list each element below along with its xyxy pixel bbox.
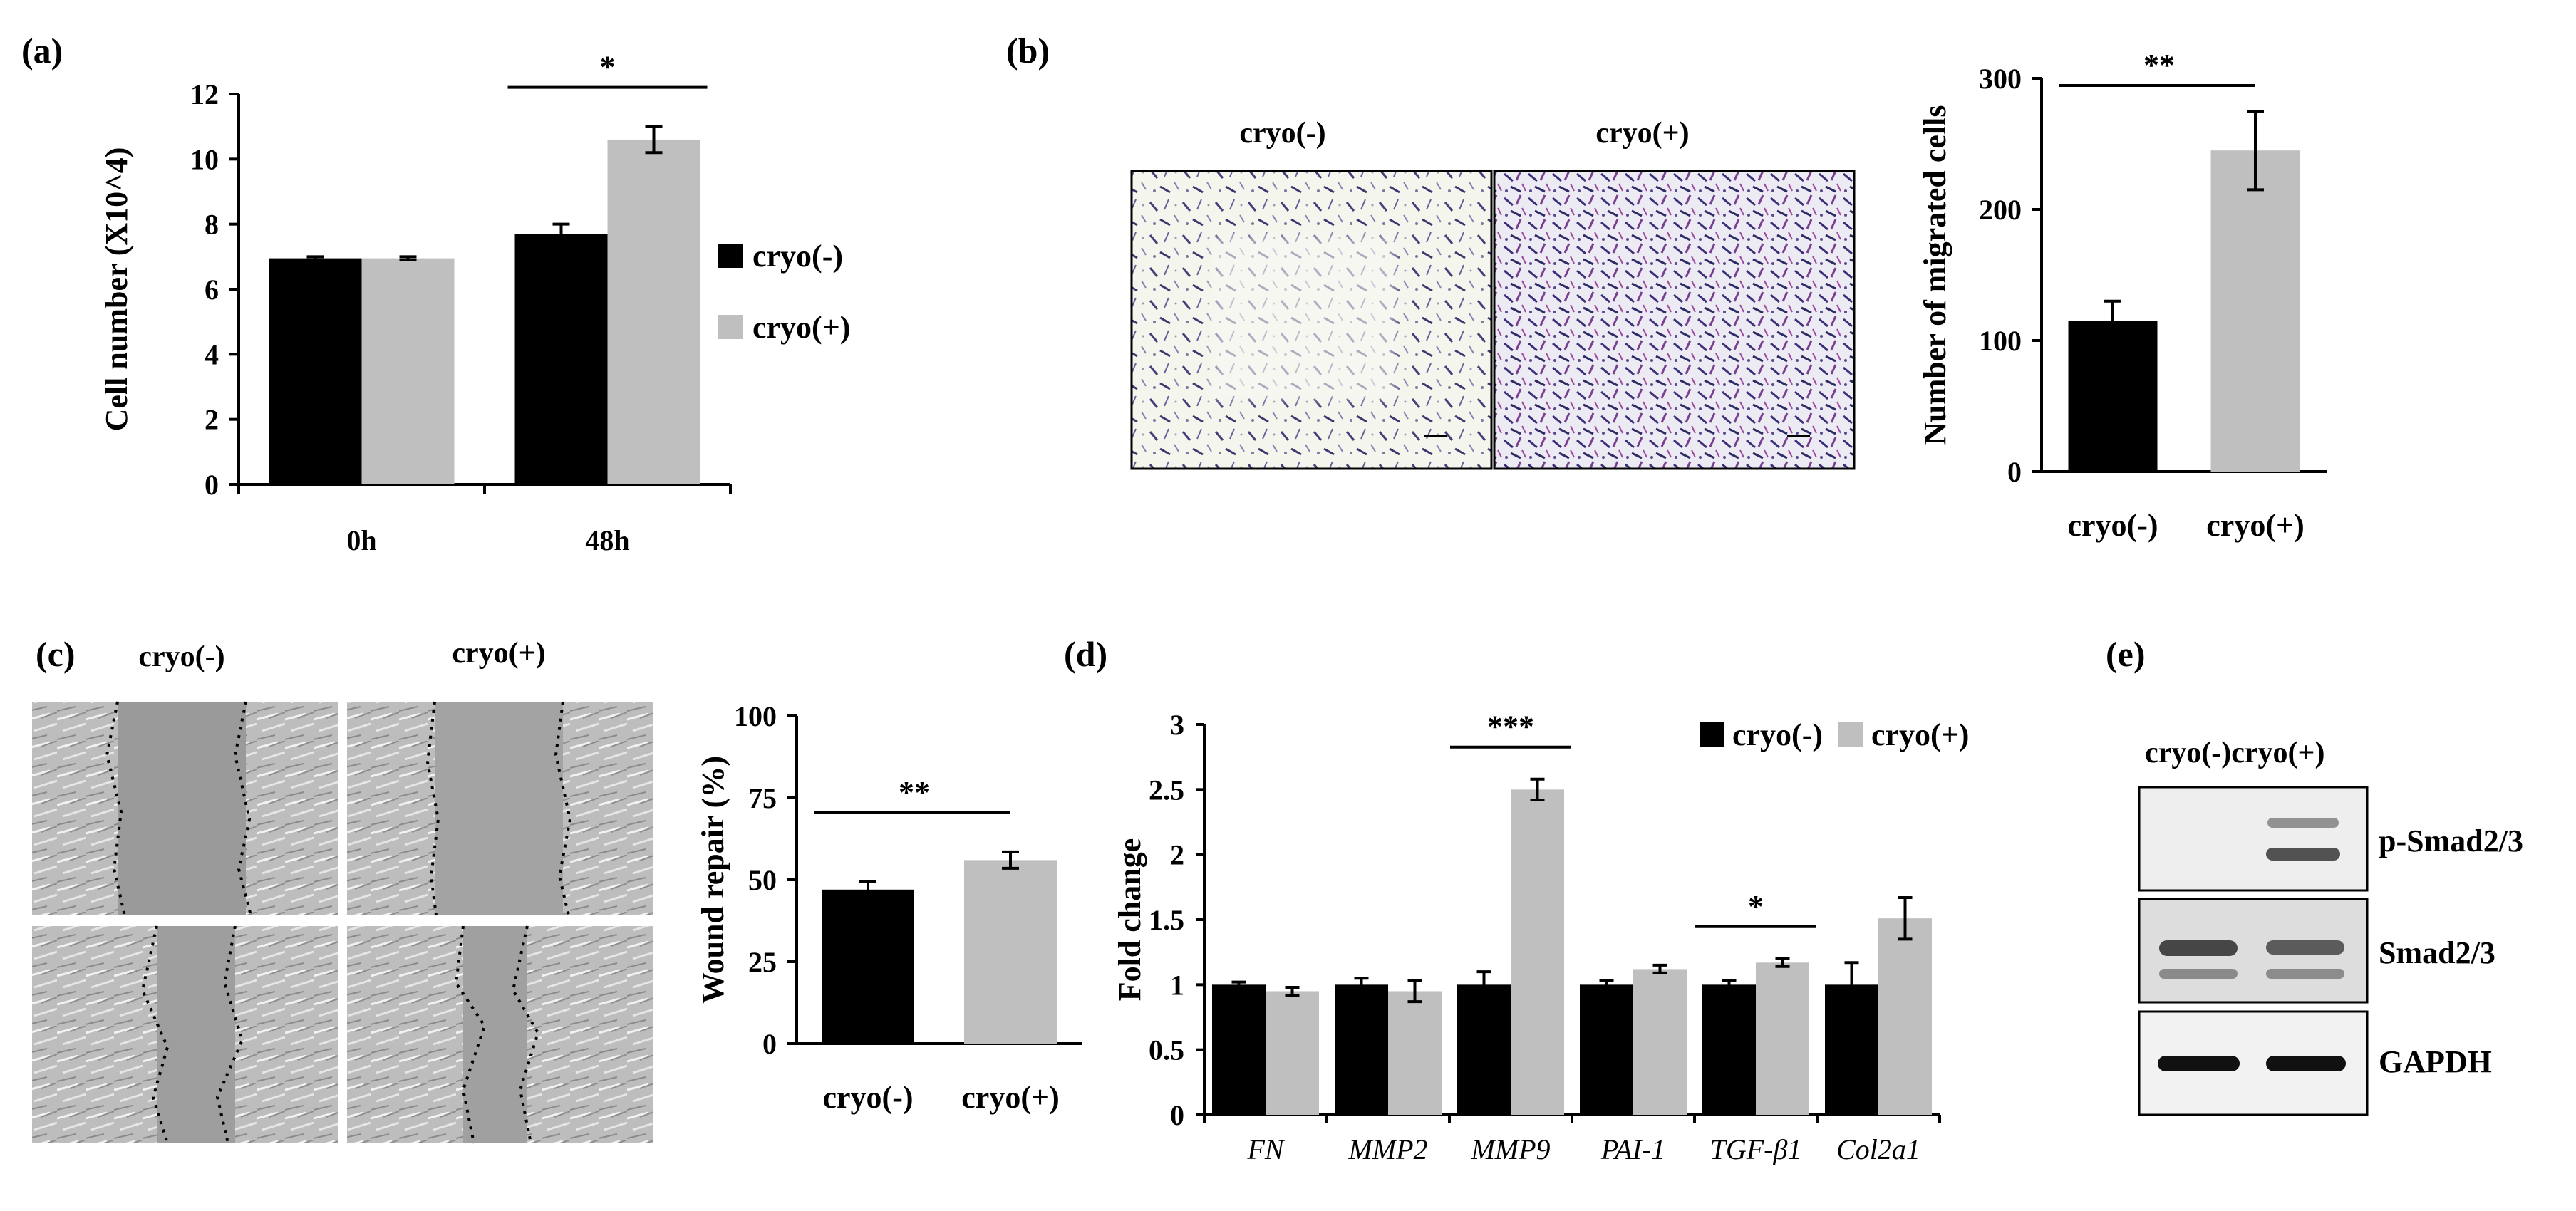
cell-number-chart: 0 2 4 6 8 10 12 Cell number (X10^4) 0h 48h * cryo(-… <box>99 50 850 556</box>
fold-change-chart: 0 0.5 1 1.5 2 2.5 3 Fold change FN MMP2 MMP9 *** PAI… <box>1112 709 1969 1165</box>
d-bar-cryo-pai-1 <box>1633 969 1687 1115</box>
d-y-tick-label: 1.5 <box>1149 904 1184 936</box>
d-y-tick-label: 0.5 <box>1149 1034 1184 1066</box>
c-y-axis-title: Wound repair (%) <box>695 756 730 1004</box>
d-bar-cryo-pai-1 <box>1580 984 1633 1115</box>
d-y-tick-label: 0 <box>1170 1099 1184 1131</box>
image-label-cryo-plus-c: cryo(+) <box>452 637 545 670</box>
band-label-smad: Smad2/3 <box>2379 935 2495 970</box>
d-x-tick-label-col2a1: Col2a1 <box>1836 1133 1920 1165</box>
d-bar-cryo-mmp2 <box>1388 991 1442 1115</box>
b-significance-label: ** <box>2143 48 2175 83</box>
legend-label-cryo: cryo(-) <box>1732 717 1823 752</box>
western-blot-smad <box>2138 898 2369 1004</box>
d-x-tick-label-fn: FN <box>1246 1133 1285 1165</box>
panel-label-c: (c) <box>36 634 76 674</box>
d-bar-cryo-fn <box>1212 984 1266 1115</box>
transwell-image-cryo-plus <box>1493 170 1856 470</box>
a-y-tick-label: 0 <box>205 469 219 501</box>
band-label-gapdh: GAPDH <box>2379 1044 2492 1079</box>
c-y-tick-label: 25 <box>748 946 777 978</box>
image-label-cryo-minus-c: cryo(-) <box>138 640 224 673</box>
b-x-tick-label-cryo: cryo(+) <box>2206 508 2304 543</box>
panel-label-e: (e) <box>2106 634 2146 674</box>
b-y-tick-label: 300 <box>1979 63 2022 95</box>
a-bar-cryo-48h <box>607 139 700 484</box>
panel-label-d: (d) <box>1064 634 1107 674</box>
a-significance-label: * <box>600 50 616 85</box>
d-y-tick-label: 3 <box>1170 709 1184 741</box>
a-bar-cryo-0h <box>361 258 455 484</box>
legend-swatch-cryo <box>718 244 743 268</box>
b-y-tick-label: 0 <box>2007 456 2022 488</box>
c-significance-label: ** <box>899 775 930 810</box>
c-x-tick-label-cryo: cryo(+) <box>961 1080 1059 1115</box>
c-y-tick-label: 100 <box>734 700 777 732</box>
a-y-tick-label: 2 <box>205 404 219 436</box>
d-y-tick-label: 2.5 <box>1149 774 1184 806</box>
legend-label-cryo: cryo(-) <box>752 239 843 274</box>
a-bar-cryo-0h <box>269 258 362 484</box>
b-y-tick-label: 200 <box>1979 194 2022 226</box>
panel-label-b: (b) <box>1006 31 1050 71</box>
wound-image-cryo-plus-0h <box>347 701 653 916</box>
d-bar-cryo-mmp9 <box>1457 984 1511 1115</box>
d-y-tick-label: 2 <box>1170 839 1184 871</box>
a-y-tick-label: 8 <box>205 209 219 241</box>
b-y-axis-title: Number of migrated cells <box>1918 105 1952 445</box>
legend-label-cryo: cryo(+) <box>1871 717 1969 752</box>
a-y-tick-label: 6 <box>205 274 219 306</box>
wound-image-cryo-minus-0h <box>32 701 338 916</box>
a-y-tick-label: 10 <box>190 143 219 175</box>
c-x-tick-label-cryo: cryo(-) <box>822 1080 913 1115</box>
c-y-tick-label: 50 <box>748 864 777 896</box>
legend-label-cryo: cryo(+) <box>752 310 850 345</box>
b-bar-cryo <box>2068 321 2158 472</box>
b-bar-cryo <box>2210 150 2300 472</box>
b-y-tick-label: 100 <box>1979 325 2022 357</box>
d-significance-label: *** <box>1487 710 1534 744</box>
d-x-tick-label-pai-1: PAI-1 <box>1600 1133 1665 1165</box>
a-y-axis-title: Cell number (X10^4) <box>99 147 134 432</box>
migrated-cells-chart: 0 100 200 300 Number of migrated cells cryo(-… <box>1918 48 2327 543</box>
wound-image-cryo-minus-48h <box>32 925 338 1144</box>
a-bar-cryo-48h <box>514 234 608 484</box>
c-y-tick-label: 0 <box>762 1028 777 1060</box>
legend-swatch-cryo <box>718 315 743 339</box>
d-bar-cryo-mmp9 <box>1511 789 1564 1115</box>
western-blot-psmad <box>2138 786 2369 892</box>
legend-swatch-cryo <box>1700 722 1724 747</box>
a-x-tick-label-48h: 48h <box>585 524 629 556</box>
d-significance-label: * <box>1748 889 1764 924</box>
d-y-tick-label: 1 <box>1170 969 1184 1001</box>
image-label-cryo-plus-b: cryo(+) <box>1595 117 1689 150</box>
d-x-tick-label-mmp9: MMP9 <box>1470 1133 1550 1165</box>
legend-swatch-cryo <box>1838 722 1863 747</box>
a-x-tick-label-0h: 0h <box>346 524 376 556</box>
blot-header: cryo(-)cryo(+) <box>2145 737 2324 769</box>
western-blot-gapdh <box>2138 1010 2369 1116</box>
band-label-psmad: p-Smad2/3 <box>2379 823 2523 858</box>
d-bar-cryo-tgf-1 <box>1702 984 1756 1115</box>
image-label-cryo-minus-b: cryo(-) <box>1239 117 1325 150</box>
a-y-tick-label: 4 <box>205 338 219 370</box>
wound-image-cryo-plus-48h <box>347 925 653 1144</box>
d-y-axis-title: Fold change <box>1112 838 1147 1002</box>
transwell-image-cryo-minus <box>1130 170 1493 470</box>
b-x-tick-label-cryo: cryo(-) <box>2067 508 2158 543</box>
c-bar-cryo <box>964 860 1057 1044</box>
panel-label-a: (a) <box>21 31 63 71</box>
d-x-tick-label-mmp2: MMP2 <box>1348 1133 1427 1165</box>
a-y-tick-label: 12 <box>190 78 219 110</box>
d-bar-cryo-tgf-1 <box>1756 962 1809 1115</box>
c-y-tick-label: 75 <box>748 782 777 814</box>
d-bar-cryo-col2a1 <box>1878 918 1932 1115</box>
d-bar-cryo-fn <box>1266 991 1319 1115</box>
d-bar-cryo-mmp2 <box>1335 984 1388 1115</box>
d-x-tick-label-tgf-1: TGF-β1 <box>1710 1133 1802 1165</box>
c-bar-cryo <box>822 889 914 1044</box>
